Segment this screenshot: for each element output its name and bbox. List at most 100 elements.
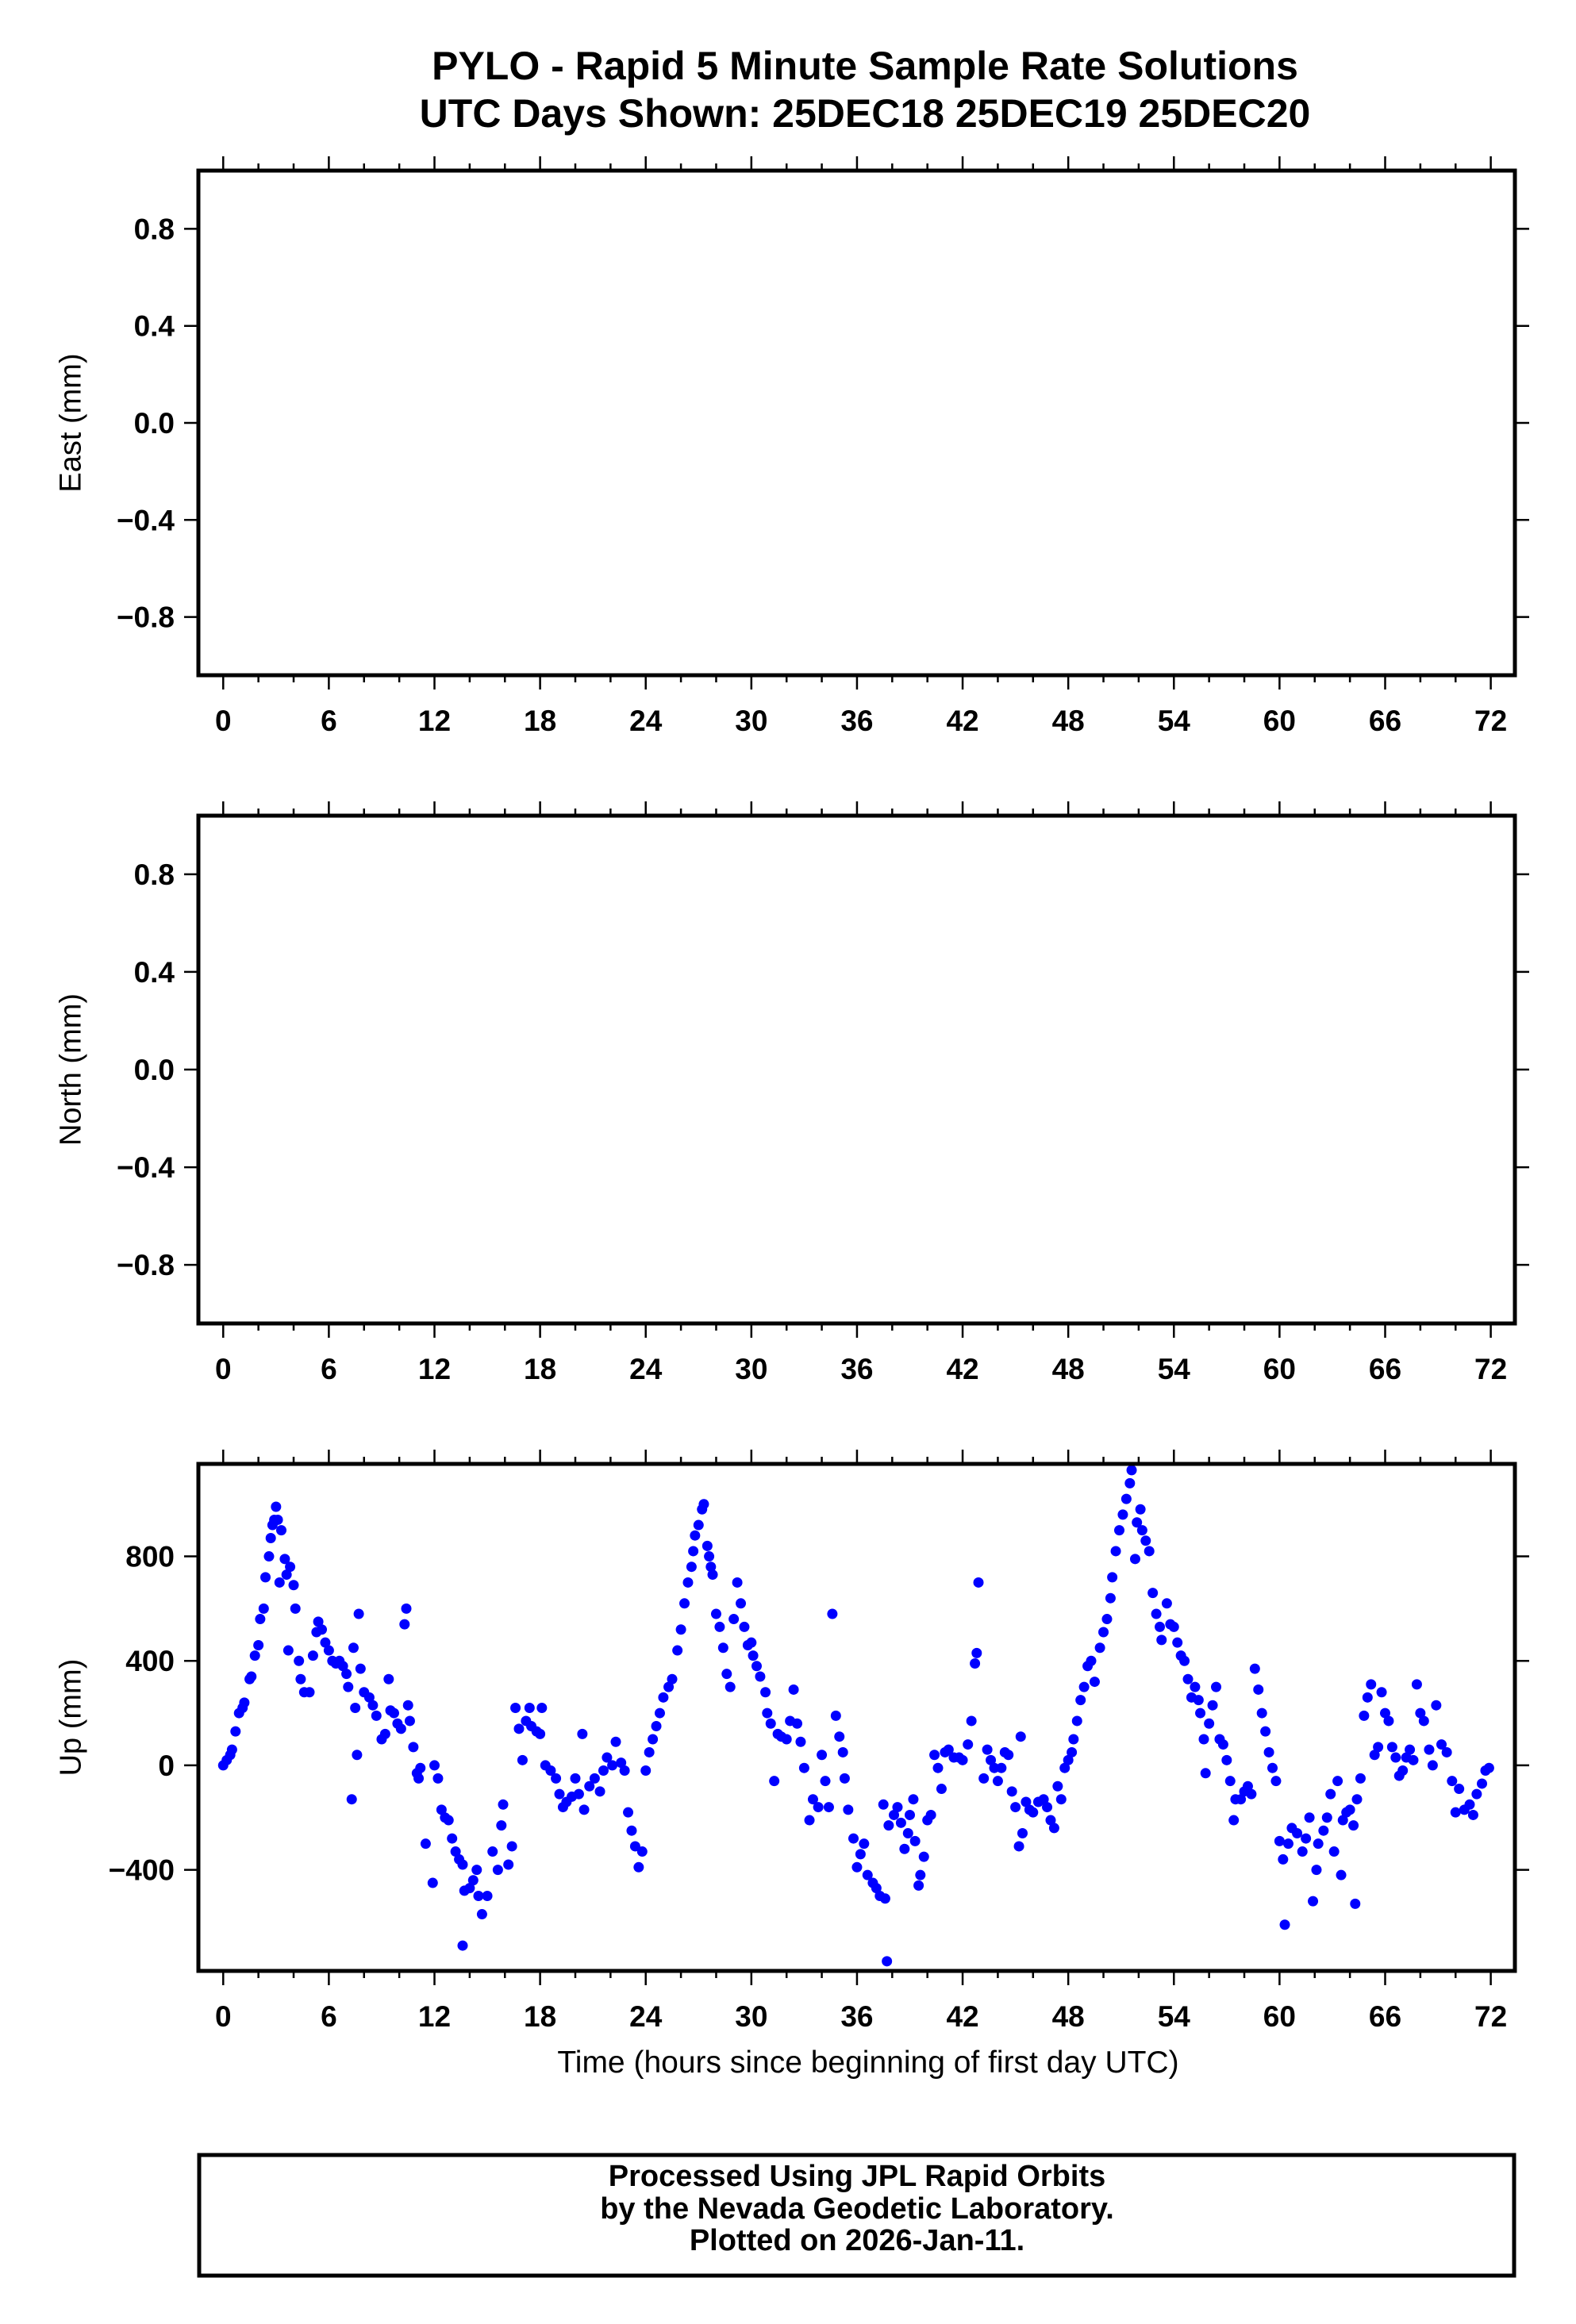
data-point [1067, 1746, 1078, 1757]
footer-line-3: Plotted on 2026-Jan-11. [690, 2224, 1024, 2257]
data-point [843, 1804, 854, 1815]
data-point [626, 1825, 637, 1836]
data-point [690, 1530, 701, 1541]
data-point [932, 1762, 944, 1773]
data-point [1483, 1762, 1494, 1773]
data-point [285, 1561, 296, 1573]
x-tick-label: 24 [629, 2000, 663, 2033]
data-point [510, 1702, 521, 1713]
data-point [688, 1546, 699, 1557]
data-point [1359, 1710, 1370, 1721]
data-point [304, 1687, 315, 1698]
x-tick-label: 60 [1263, 1353, 1296, 1385]
x-tick-label: 54 [1158, 705, 1191, 737]
data-point [1427, 1760, 1438, 1771]
data-point [294, 1655, 305, 1666]
data-point [963, 1739, 974, 1750]
x-tick-label: 30 [735, 2000, 767, 2033]
data-point [739, 1621, 750, 1632]
data-point [584, 1780, 595, 1792]
data-point [1221, 1754, 1232, 1765]
data-point [798, 1762, 809, 1773]
data-point [1436, 1739, 1447, 1750]
data-point [1405, 1744, 1416, 1755]
data-point [909, 1835, 921, 1846]
data-point [1308, 1896, 1319, 1907]
data-point [623, 1807, 634, 1818]
data-point [1386, 1742, 1397, 1753]
data-point [1207, 1700, 1218, 1711]
data-point [1086, 1655, 1097, 1666]
y-axis-label: Up (mm) [54, 1659, 87, 1777]
data-point [432, 1773, 444, 1784]
data-point [878, 1799, 889, 1810]
data-point [830, 1710, 841, 1721]
data-point [1168, 1621, 1179, 1632]
data-point [895, 1817, 906, 1828]
data-point [762, 1707, 773, 1719]
data-point [663, 1681, 675, 1692]
data-point [1415, 1707, 1426, 1719]
data-point [957, 1754, 968, 1765]
data-point [970, 1658, 981, 1669]
data-point [271, 1501, 282, 1512]
data-point [524, 1702, 535, 1713]
data-point [1431, 1700, 1442, 1711]
data-point [399, 1619, 410, 1630]
data-point [915, 1869, 926, 1880]
data-point [1362, 1692, 1373, 1703]
y-tick-label: 0.8 [134, 213, 175, 245]
data-point [899, 1843, 910, 1854]
y-axis-label: North (mm) [54, 993, 87, 1146]
data-point [1390, 1752, 1401, 1763]
data-point [834, 1731, 845, 1742]
data-point [1195, 1707, 1206, 1719]
data-point [1089, 1677, 1100, 1688]
data-point [487, 1846, 498, 1857]
data-point [503, 1859, 514, 1870]
data-point [408, 1742, 419, 1753]
data-point [1179, 1655, 1190, 1666]
data-point [1344, 1804, 1355, 1815]
data-point [471, 1865, 482, 1876]
data-point [1211, 1681, 1222, 1692]
data-point [323, 1645, 334, 1656]
data-point [839, 1773, 850, 1784]
data-point [1021, 1796, 1032, 1807]
x-axis-label: Time (hours since beginning of first day… [557, 2046, 1178, 2080]
data-point [279, 1554, 290, 1565]
data-point [352, 1750, 363, 1761]
data-point [1253, 1684, 1264, 1695]
x-tick-label: 36 [840, 2000, 873, 2033]
data-point [751, 1661, 762, 1672]
data-point [498, 1799, 509, 1810]
data-point [1348, 1820, 1359, 1831]
data-point [450, 1846, 461, 1857]
data-point [413, 1773, 425, 1784]
data-point [1383, 1715, 1394, 1727]
data-point [1282, 1838, 1293, 1850]
data-point [1048, 1823, 1059, 1834]
data-point [1182, 1673, 1194, 1684]
up-panel: 0 6 12 18 24 30 36 42 48 54 60 66 72 −400 0 400 800 Up (m… [54, 1450, 1529, 2033]
data-point [675, 1624, 686, 1635]
data-point [702, 1540, 713, 1551]
data-point [619, 1765, 630, 1776]
data-point [859, 1838, 870, 1850]
data-point [1055, 1794, 1067, 1805]
data-point [579, 1804, 590, 1815]
east-panel: 0 6 12 18 24 30 36 42 48 54 60 66 72 −0.8 −0.4 0.0 0.4 0.… [54, 156, 1529, 737]
x-tick-label: 24 [629, 705, 663, 737]
data-point [1156, 1634, 1167, 1646]
y-tick-label: 0.4 [134, 956, 175, 989]
data-point [295, 1673, 306, 1684]
data-point [1140, 1535, 1151, 1546]
x-tick-label: 66 [1369, 1353, 1401, 1385]
data-point [1117, 1509, 1128, 1520]
data-point [765, 1718, 776, 1729]
data-point [1313, 1838, 1324, 1850]
data-point [415, 1762, 426, 1773]
data-point [1332, 1776, 1343, 1787]
data-point [1204, 1718, 1215, 1729]
data-point [1094, 1642, 1105, 1654]
